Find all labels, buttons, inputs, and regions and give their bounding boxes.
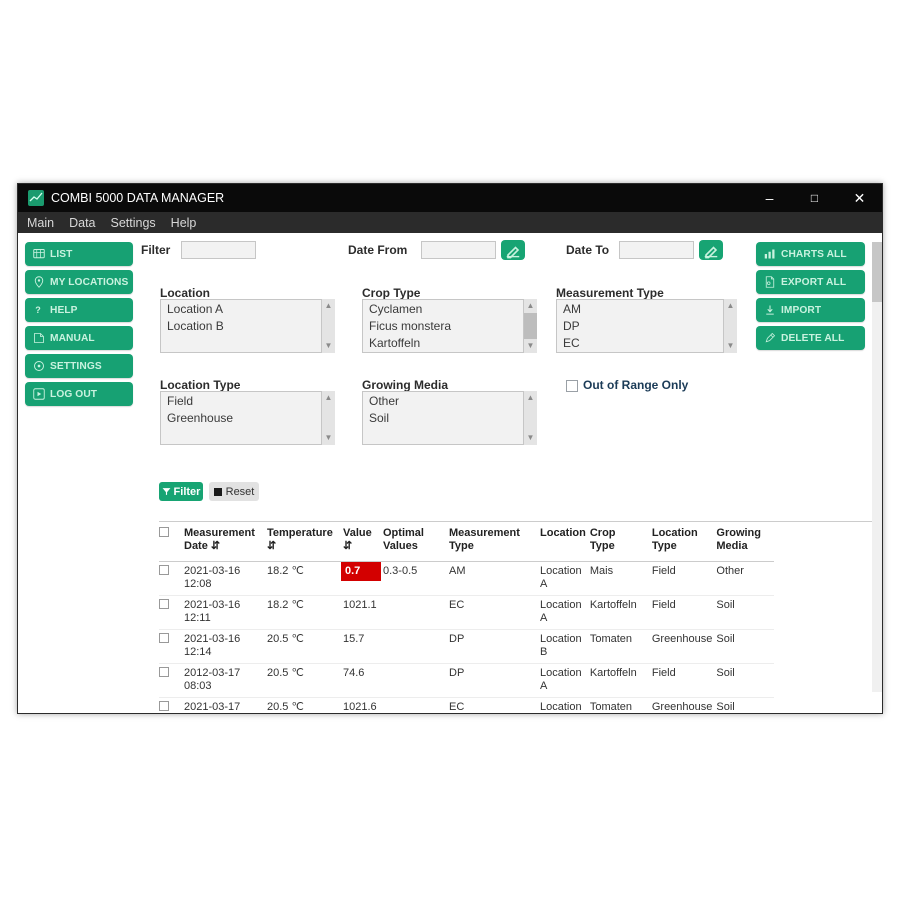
svg-text:?: ? xyxy=(35,305,41,315)
